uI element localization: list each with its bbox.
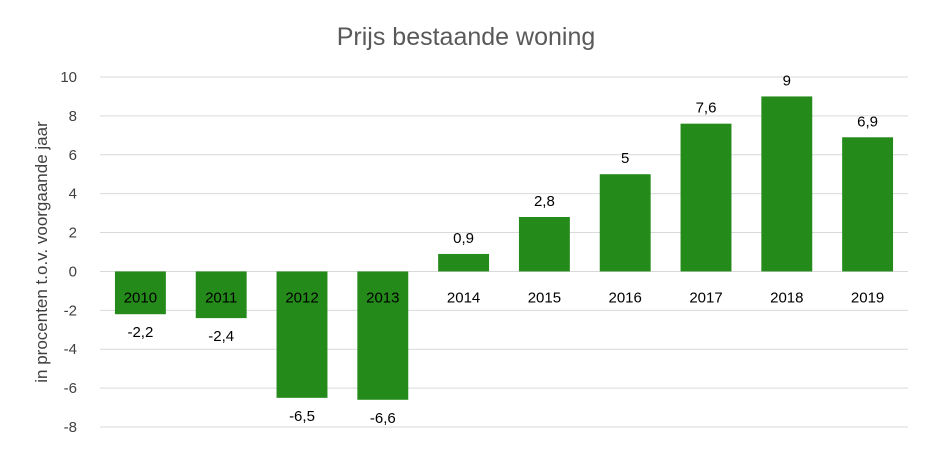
y-tick-label: -2 — [64, 302, 77, 319]
bars — [114, 96, 894, 400]
x-tick-label: 2011 — [205, 289, 237, 306]
data-label: -2,4 — [208, 328, 234, 345]
data-label: -6,6 — [370, 410, 396, 427]
y-tick-label: 0 — [69, 263, 77, 280]
x-tick-label: 2016 — [609, 289, 642, 306]
data-label: 0,9 — [453, 230, 474, 247]
category-labels: 2010 2011 2012 2013 2014 2015 2016 2017 2018 2019 — [124, 289, 885, 306]
data-label: 7,6 — [696, 100, 717, 117]
bar-2018 — [761, 96, 813, 272]
y-tick-label: -4 — [64, 341, 77, 358]
bar-2012 — [276, 271, 328, 398]
y-tick-label: -6 — [64, 380, 77, 397]
x-tick-label: 2019 — [851, 289, 884, 306]
y-tick-label: 10 — [60, 69, 77, 86]
y-tick-label: 2 — [69, 225, 77, 242]
bar-2019 — [842, 137, 894, 272]
x-tick-label: 2013 — [366, 289, 399, 306]
bar-2014 — [438, 253, 490, 272]
x-tick-label: 2015 — [528, 289, 561, 306]
data-label: 9 — [783, 72, 791, 89]
bar-2017 — [680, 123, 732, 272]
x-tick-label: 2014 — [447, 289, 480, 306]
bar-2010 — [114, 271, 166, 315]
bar-2015 — [518, 217, 570, 272]
data-label: -6,5 — [289, 408, 315, 425]
x-tick-label: 2012 — [285, 289, 318, 306]
chart-title: Prijs bestaande woning — [337, 23, 596, 51]
data-labels: -2,2 -2,4 -6,5 -6,6 0,9 2,8 5 7,6 9 6,9 — [127, 72, 878, 426]
data-label: 6,9 — [857, 113, 878, 130]
x-tick-label: 2010 — [124, 289, 157, 306]
data-label: 2,8 — [534, 193, 555, 210]
data-label: 5 — [621, 150, 629, 167]
x-tick-label: 2017 — [689, 289, 722, 306]
y-tick-label: -8 — [64, 419, 77, 436]
data-label: -2,2 — [127, 324, 153, 341]
y-tick-label: 6 — [69, 147, 77, 164]
y-tick-label: 8 — [69, 108, 77, 125]
bar-2011 — [195, 271, 247, 319]
y-tick-label: 4 — [69, 186, 77, 203]
bar-2013 — [357, 271, 409, 400]
bar-2016 — [599, 174, 651, 272]
x-tick-label: 2018 — [770, 289, 803, 306]
y-axis-label: in procenten t.o.v. voorgaande jaar — [32, 121, 51, 383]
y-axis-ticks: 10 8 6 4 2 0 -2 -4 -6 -8 — [60, 69, 77, 436]
